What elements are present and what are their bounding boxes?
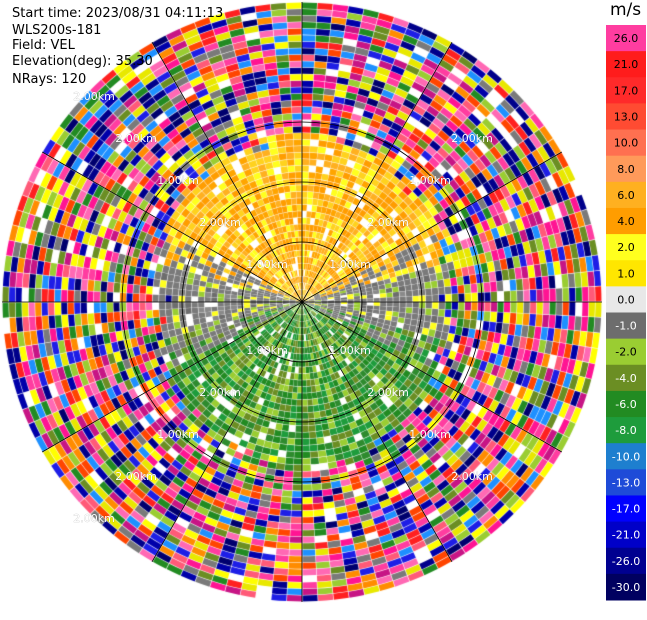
range-ring-label: 1.00km [246, 344, 288, 357]
azimuth-spoke [301, 151, 563, 303]
range-ring-label: 2.00km [367, 386, 409, 399]
range-ring-label: 2.00km [115, 470, 157, 483]
colorbar-bin [606, 312, 646, 340]
colorbar-bin [606, 547, 646, 575]
range-ring-label: 2.00km [73, 512, 115, 525]
colorbar-bin [606, 495, 646, 523]
colorbar-tick-label: -4.0 [615, 372, 636, 385]
colorbar-bin [606, 155, 646, 183]
colorbar-bin [606, 417, 646, 444]
azimuth-spoke [301, 301, 453, 563]
colorbar-tick-label: -21.0 [612, 529, 640, 542]
colorbar-tick-label: -10.0 [612, 450, 640, 463]
colorbar-tick-label: 17.0 [614, 84, 639, 97]
range-ring-label: 1.00km [409, 174, 451, 187]
range-ring-label: 2.00km [73, 90, 115, 103]
colorbar-tick-label: 26.0 [614, 32, 639, 45]
azimuth-spoke [301, 301, 563, 453]
azimuth-spoke [41, 301, 303, 453]
colorbar-bin [606, 443, 646, 470]
start-time-label: Start time: 2023/08/31 04:11:13 [12, 6, 224, 21]
colorbar-tick-label: 6.0 [617, 189, 635, 202]
colorbar-tick-label: -30.0 [612, 581, 640, 594]
colorbar-tick-label: 1.0 [617, 267, 635, 280]
colorbar-bin [606, 181, 646, 209]
azimuth-spoke [301, 41, 453, 303]
range-ring-label: 2.00km [451, 132, 493, 145]
range-ring-label: 2.00km [367, 216, 409, 229]
colorbar-tick-label: -1.0 [615, 320, 636, 333]
range-ring-label: 1.00km [329, 258, 371, 271]
colorbar-title: m/s [610, 0, 642, 20]
colorbar-bin [606, 207, 646, 235]
colorbar-tick-label: 21.0 [614, 58, 639, 71]
range-ring-label: 2.00km [199, 386, 241, 399]
colorbar-tick-label: -8.0 [615, 424, 636, 437]
colorbar-bin [606, 338, 646, 366]
colorbar-tick-label: 8.0 [617, 163, 635, 176]
colorbar-tick-label: -17.0 [612, 503, 640, 516]
velocity-ppi-image [0, 0, 647, 607]
colorbar-tick-label: -2.0 [615, 346, 636, 359]
ppi-overlay: 1.00km 1.00km 2.00km 2.00km 1.00km 1.00km 2.00… [2, 2, 602, 602]
colorbar-tick-label: -6.0 [615, 398, 636, 411]
colorbar-bin [606, 25, 646, 52]
nrays-label: NRays: 120 [12, 72, 87, 87]
colorbar-bin [606, 260, 646, 287]
colorbar-bin [606, 129, 646, 157]
azimuth-spoke [151, 41, 303, 303]
colorbar-bin [606, 521, 646, 549]
colorbar-bin [606, 469, 646, 496]
elevation-label: Elevation(deg): 35.30 [12, 54, 153, 69]
colorbar-tick-label: -13.0 [612, 476, 640, 489]
colorbar-bin [606, 103, 646, 131]
range-ring-label: 1.00km [157, 428, 199, 441]
range-ring-label: 1.00km [329, 344, 371, 357]
azimuth-spoke [151, 301, 303, 563]
colorbar-tick-label: 13.0 [614, 110, 639, 123]
colorbar-tick-label: 10.0 [614, 137, 639, 150]
range-ring-label: 1.00km [409, 428, 451, 441]
colorbar-bin [606, 573, 646, 601]
range-ring-label: 2.00km [115, 132, 157, 145]
range-ring-label: 1.00km [157, 174, 199, 187]
colorbar-tick-label: -26.0 [612, 555, 640, 568]
azimuth-spoke [41, 151, 303, 303]
velocity-colorbar: 26.0 21.0 17.0 13.0 10.0 8.0 6.0 4.0 2.0 1.0 0.0 -1… [606, 25, 646, 601]
colorbar-bin [606, 286, 646, 313]
colorbar-bin [606, 51, 646, 78]
colorbar-bin [606, 364, 646, 392]
range-ring-label: 2.00km [451, 470, 493, 483]
field-label: Field: VEL [12, 38, 75, 53]
colorbar-bin [606, 390, 646, 418]
colorbar-bin [606, 234, 646, 261]
range-ring-label: 2.00km [199, 216, 241, 229]
range-ring-label: 1.00km [246, 258, 288, 271]
colorbar-tick-label: 2.0 [617, 241, 635, 254]
instrument-label: WLS200s-181 [12, 23, 102, 38]
colorbar-tick-label: 0.0 [617, 293, 635, 306]
colorbar-tick-label: 4.0 [617, 215, 635, 228]
colorbar-bin [606, 77, 646, 104]
